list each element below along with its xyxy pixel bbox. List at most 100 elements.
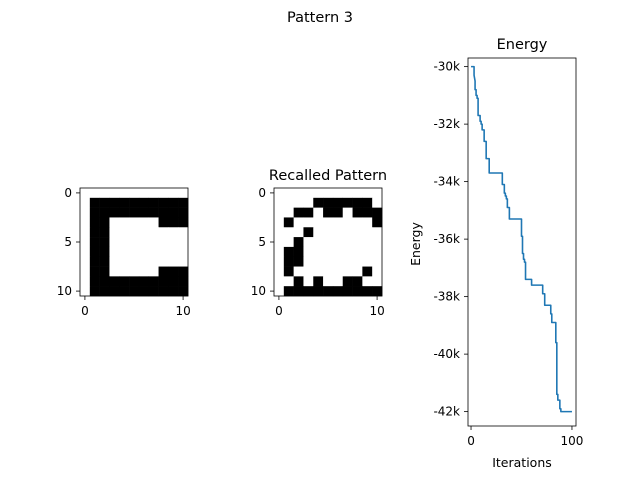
original-pattern-cell xyxy=(99,266,110,277)
original-pattern-cell xyxy=(99,246,110,258)
energy-ytick-label: -30k xyxy=(433,60,460,74)
recalled-pattern-cell xyxy=(323,276,334,287)
original-pattern-cell xyxy=(129,256,140,267)
original-pattern-cell xyxy=(168,227,179,238)
original-pattern-ytick-label: 10 xyxy=(57,284,72,298)
recalled-pattern-cell xyxy=(372,256,383,267)
recalled-pattern-cell xyxy=(332,197,344,208)
recalled-pattern-cell xyxy=(283,227,294,238)
energy-ytick-label: -36k xyxy=(433,232,460,246)
original-pattern-cell xyxy=(129,286,140,297)
recalled-pattern-cell xyxy=(283,217,294,228)
recalled-pattern-cell xyxy=(313,207,324,218)
original-pattern-cell xyxy=(178,188,189,199)
recalled-pattern-cell xyxy=(303,286,314,297)
original-pattern-cell xyxy=(89,217,100,228)
original-pattern-cell xyxy=(80,286,91,297)
original-pattern-cell xyxy=(109,207,120,218)
recalled-pattern-cell xyxy=(332,188,344,199)
recalled-pattern-cell xyxy=(303,256,314,267)
original-pattern-cell xyxy=(178,227,189,238)
recalled-pattern-cell xyxy=(274,188,285,199)
original-pattern-cell xyxy=(89,256,100,267)
recalled-pattern-cell xyxy=(362,197,373,208)
recalled-pattern-cell xyxy=(303,207,314,218)
original-pattern-cell xyxy=(119,256,130,267)
recalled-pattern-cell xyxy=(372,207,383,218)
recalled-pattern-cell xyxy=(274,237,285,248)
original-pattern-cell xyxy=(178,237,189,248)
original-pattern-cell xyxy=(148,256,159,267)
original-pattern-cell xyxy=(138,276,150,287)
recalled-pattern-cell xyxy=(362,286,373,297)
original-pattern-cell xyxy=(168,246,179,258)
original-pattern-cell xyxy=(138,207,150,218)
original-pattern-cell xyxy=(138,227,150,238)
original-pattern-cell xyxy=(178,207,189,218)
original-pattern-cell xyxy=(138,266,150,277)
original-pattern-cell xyxy=(109,217,120,228)
recalled-pattern-cell xyxy=(362,207,373,218)
recalled-pattern-cell xyxy=(283,207,294,218)
energy-y-axis-label: Energy xyxy=(408,222,423,266)
recalled-pattern-cell xyxy=(274,286,285,297)
recalled-pattern-cell xyxy=(342,266,353,277)
recalled-pattern-cell xyxy=(362,256,373,267)
original-pattern-cell xyxy=(80,256,91,267)
recalled-pattern-cell xyxy=(303,246,314,258)
recalled-pattern-cell xyxy=(332,227,344,238)
recalled-pattern-cell xyxy=(352,266,363,277)
original-pattern-cell xyxy=(99,217,110,228)
original-pattern-cell xyxy=(168,276,179,287)
original-pattern-cell xyxy=(138,197,150,208)
recalled-pattern-cell xyxy=(352,227,363,238)
original-pattern-cell xyxy=(168,188,179,199)
recalled-pattern-cell xyxy=(372,286,383,297)
original-pattern-cell xyxy=(80,237,91,248)
original-pattern-cell xyxy=(129,217,140,228)
energy-chart-title: Energy xyxy=(497,37,548,53)
recalled-pattern-cell xyxy=(274,217,285,228)
original-pattern-ticks: 0 10 0 5 10 xyxy=(57,186,191,318)
recalled-pattern-cell xyxy=(362,227,373,238)
original-pattern-cell xyxy=(158,207,169,218)
recalled-pattern-cell xyxy=(323,227,334,238)
original-pattern-ytick-label: 0 xyxy=(64,186,72,200)
recalled-pattern-cell xyxy=(274,256,285,267)
original-pattern-ytick-label: 5 xyxy=(64,235,72,249)
recalled-pattern-cell xyxy=(293,286,304,297)
recalled-pattern-cell xyxy=(293,246,304,258)
original-pattern-cell xyxy=(168,237,179,248)
original-pattern-cell xyxy=(168,217,179,228)
recalled-pattern-ytick-label: 0 xyxy=(258,186,266,200)
original-pattern-cell xyxy=(109,227,120,238)
recalled-pattern-cell xyxy=(372,188,383,199)
original-pattern-cell xyxy=(89,237,100,248)
recalled-pattern-cell xyxy=(362,276,373,287)
original-pattern-cell xyxy=(129,207,140,218)
recalled-pattern-cell xyxy=(362,237,373,248)
recalled-pattern-cell xyxy=(283,286,294,297)
recalled-pattern-cell xyxy=(352,197,363,208)
energy-ticks: 0 100 -30k -32k -34k -36k -38k -40k -42k xyxy=(433,60,583,448)
recalled-pattern-cell xyxy=(303,188,314,199)
recalled-pattern-xtick-label: 10 xyxy=(369,304,384,318)
energy-series-line xyxy=(471,65,572,413)
recalled-pattern-cell xyxy=(323,256,334,267)
recalled-pattern-cell xyxy=(313,237,324,248)
recalled-pattern-cell xyxy=(352,217,363,228)
energy-ytick-label: -42k xyxy=(433,405,460,419)
recalled-pattern-cell xyxy=(372,276,383,287)
original-pattern-cell xyxy=(158,197,169,208)
recalled-pattern-cell xyxy=(283,266,294,277)
original-pattern-cell xyxy=(109,266,120,277)
recalled-pattern-cell xyxy=(332,246,344,258)
recalled-pattern-xtick-label: 0 xyxy=(275,304,283,318)
original-pattern-cell xyxy=(119,276,130,287)
original-pattern-cell xyxy=(109,276,120,287)
original-pattern-cell xyxy=(80,246,91,258)
original-pattern-cell xyxy=(148,266,159,277)
energy-ytick-label: -40k xyxy=(433,347,460,361)
recalled-pattern-cell xyxy=(323,237,334,248)
recalled-pattern-cell xyxy=(372,266,383,277)
